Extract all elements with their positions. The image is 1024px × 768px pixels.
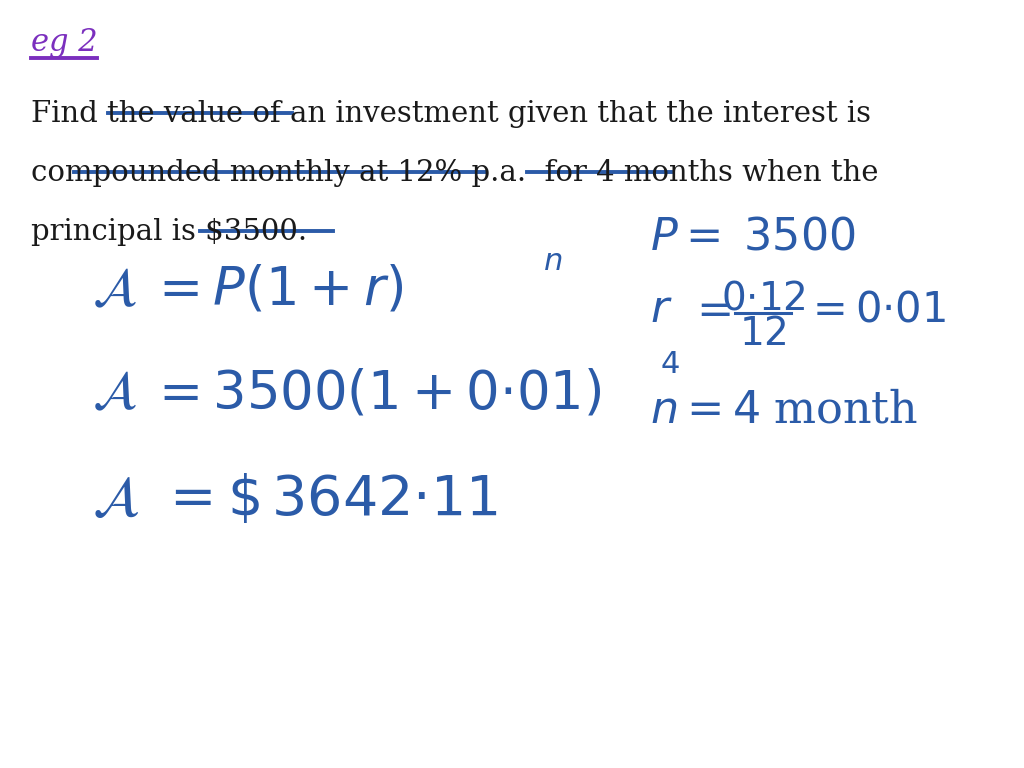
Text: $0{\cdot}12$: $0{\cdot}12$ [721, 280, 805, 317]
Text: $= P(1+r)$: $= P(1+r)$ [148, 265, 403, 316]
Text: $12$: $12$ [739, 316, 786, 353]
Text: $n$: $n$ [543, 246, 562, 276]
Text: $4$: $4$ [660, 349, 680, 380]
Text: Find the value of an investment given that the interest is: Find the value of an investment given th… [31, 100, 870, 127]
Text: eg 2: eg 2 [31, 27, 97, 58]
Text: $= \$\,3642{\cdot}11$: $= \$\,3642{\cdot}11$ [159, 472, 498, 527]
Text: $\mathcal{A}$: $\mathcal{A}$ [92, 472, 139, 527]
Text: $\mathcal{A}$: $\mathcal{A}$ [92, 265, 137, 316]
Text: $n = 4\;$month: $n = 4\;$month [650, 388, 919, 431]
Text: compounded monthly at 12% p.a.  for 4 months when the: compounded monthly at 12% p.a. for 4 mon… [31, 159, 879, 187]
Text: $P=\;3500$: $P=\;3500$ [650, 215, 856, 258]
Text: $\mathcal{A}$: $\mathcal{A}$ [92, 369, 137, 419]
Text: $r$: $r$ [650, 288, 673, 331]
Text: $= 0{\cdot}01$: $= 0{\cdot}01$ [804, 288, 946, 330]
Text: $= 3500(1+0{\cdot}01)$: $= 3500(1+0{\cdot}01)$ [148, 369, 602, 419]
Text: $=$: $=$ [688, 288, 731, 331]
Text: principal is $3500.: principal is $3500. [31, 218, 307, 246]
